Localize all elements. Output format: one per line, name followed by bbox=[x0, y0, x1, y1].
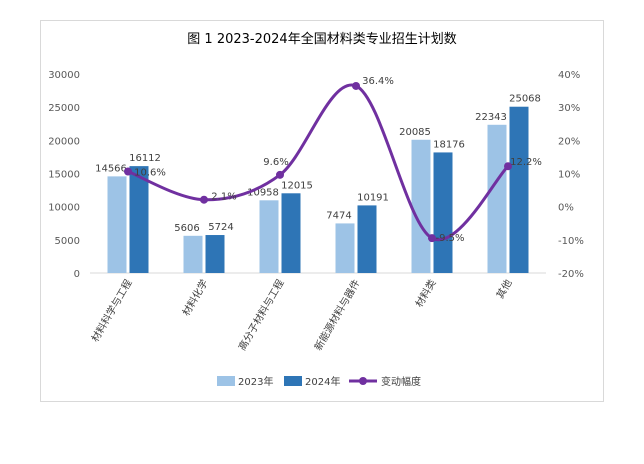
x-category-label: 材料化学 bbox=[179, 277, 210, 318]
y-right-tick-label: 0% bbox=[558, 203, 574, 214]
y-left-tick-label: 10000 bbox=[48, 203, 80, 214]
bar-2024 bbox=[129, 166, 149, 273]
bar-data-label: 25068 bbox=[509, 94, 541, 105]
legend-swatch-2023 bbox=[217, 376, 235, 386]
y-left-tick-label: 25000 bbox=[48, 103, 80, 114]
bar-data-label: 10191 bbox=[357, 192, 389, 203]
bar-2024 bbox=[281, 193, 301, 273]
y-right-tick-label: -20% bbox=[558, 269, 584, 280]
bar-data-label: 5724 bbox=[208, 222, 233, 233]
change-marker bbox=[352, 81, 360, 90]
bar-2023 bbox=[335, 223, 355, 273]
y-right-tick-label: 10% bbox=[558, 170, 580, 181]
change-data-label: 2.1% bbox=[211, 192, 236, 203]
y-left-tick-label: 15000 bbox=[48, 170, 80, 181]
change-data-label: 36.4% bbox=[362, 76, 394, 87]
y-left-tick-label: 0 bbox=[74, 269, 80, 280]
x-category-label: 材料科学与工程 bbox=[88, 277, 134, 344]
x-category-label: 新能源材料与器件 bbox=[311, 277, 362, 353]
change-marker bbox=[276, 170, 284, 179]
x-category-label: 材料类 bbox=[412, 277, 438, 309]
bar-2024 bbox=[205, 235, 225, 273]
bar-data-label: 7474 bbox=[326, 210, 351, 221]
change-marker bbox=[124, 167, 132, 176]
y-left-tick-label: 20000 bbox=[48, 136, 80, 147]
y-left-tick-label: 30000 bbox=[48, 70, 80, 81]
bar-2023 bbox=[411, 139, 431, 273]
y-right-tick-label: 20% bbox=[558, 136, 580, 147]
bar-2024 bbox=[509, 106, 529, 273]
bar-data-label: 10958 bbox=[247, 187, 279, 198]
change-marker bbox=[504, 162, 512, 171]
bar-data-label: 20085 bbox=[399, 127, 431, 138]
bar-data-label: 5606 bbox=[174, 223, 199, 234]
change-data-label: -9.5% bbox=[435, 233, 464, 244]
legend-line-marker bbox=[359, 377, 367, 385]
change-data-label: 10.6% bbox=[134, 168, 166, 179]
legend-swatch-2024 bbox=[284, 376, 302, 386]
legend-label: 2024年 bbox=[305, 375, 340, 388]
change-marker bbox=[428, 234, 436, 243]
bar-2024 bbox=[357, 205, 377, 273]
bar-data-label: 16112 bbox=[129, 153, 161, 164]
bar-2023 bbox=[487, 124, 507, 273]
y-right-tick-label: -10% bbox=[558, 236, 584, 247]
y-right-tick-label: 30% bbox=[558, 103, 580, 114]
y-left-tick-label: 5000 bbox=[55, 236, 80, 247]
bar-data-label: 22343 bbox=[475, 112, 507, 123]
x-category-label: 其他 bbox=[493, 277, 514, 301]
chart-title: 图 1 2023-2024年全国材料类专业招生计划数 bbox=[187, 31, 456, 47]
bar-data-label: 14566 bbox=[95, 163, 127, 174]
x-category-label: 高分子材料与工程 bbox=[235, 277, 286, 353]
bar-2023 bbox=[259, 200, 279, 273]
y-right-tick-label: 40% bbox=[558, 70, 580, 81]
change-data-label: 9.6% bbox=[263, 157, 288, 168]
bar-2023 bbox=[183, 235, 203, 273]
legend-label: 2023年 bbox=[238, 375, 273, 388]
bar-2024 bbox=[433, 152, 453, 273]
plot-area: 0 5000 10000 15000 20000 25000 30000 -20% -10% 0%… bbox=[48, 70, 584, 388]
change-data-label: 12.2% bbox=[510, 157, 542, 168]
bar-2023 bbox=[107, 176, 127, 273]
bar-data-label: 12015 bbox=[281, 180, 313, 191]
change-marker bbox=[200, 195, 208, 204]
legend-label: 变动幅度 bbox=[381, 375, 421, 388]
bar-data-label: 18176 bbox=[433, 139, 465, 150]
